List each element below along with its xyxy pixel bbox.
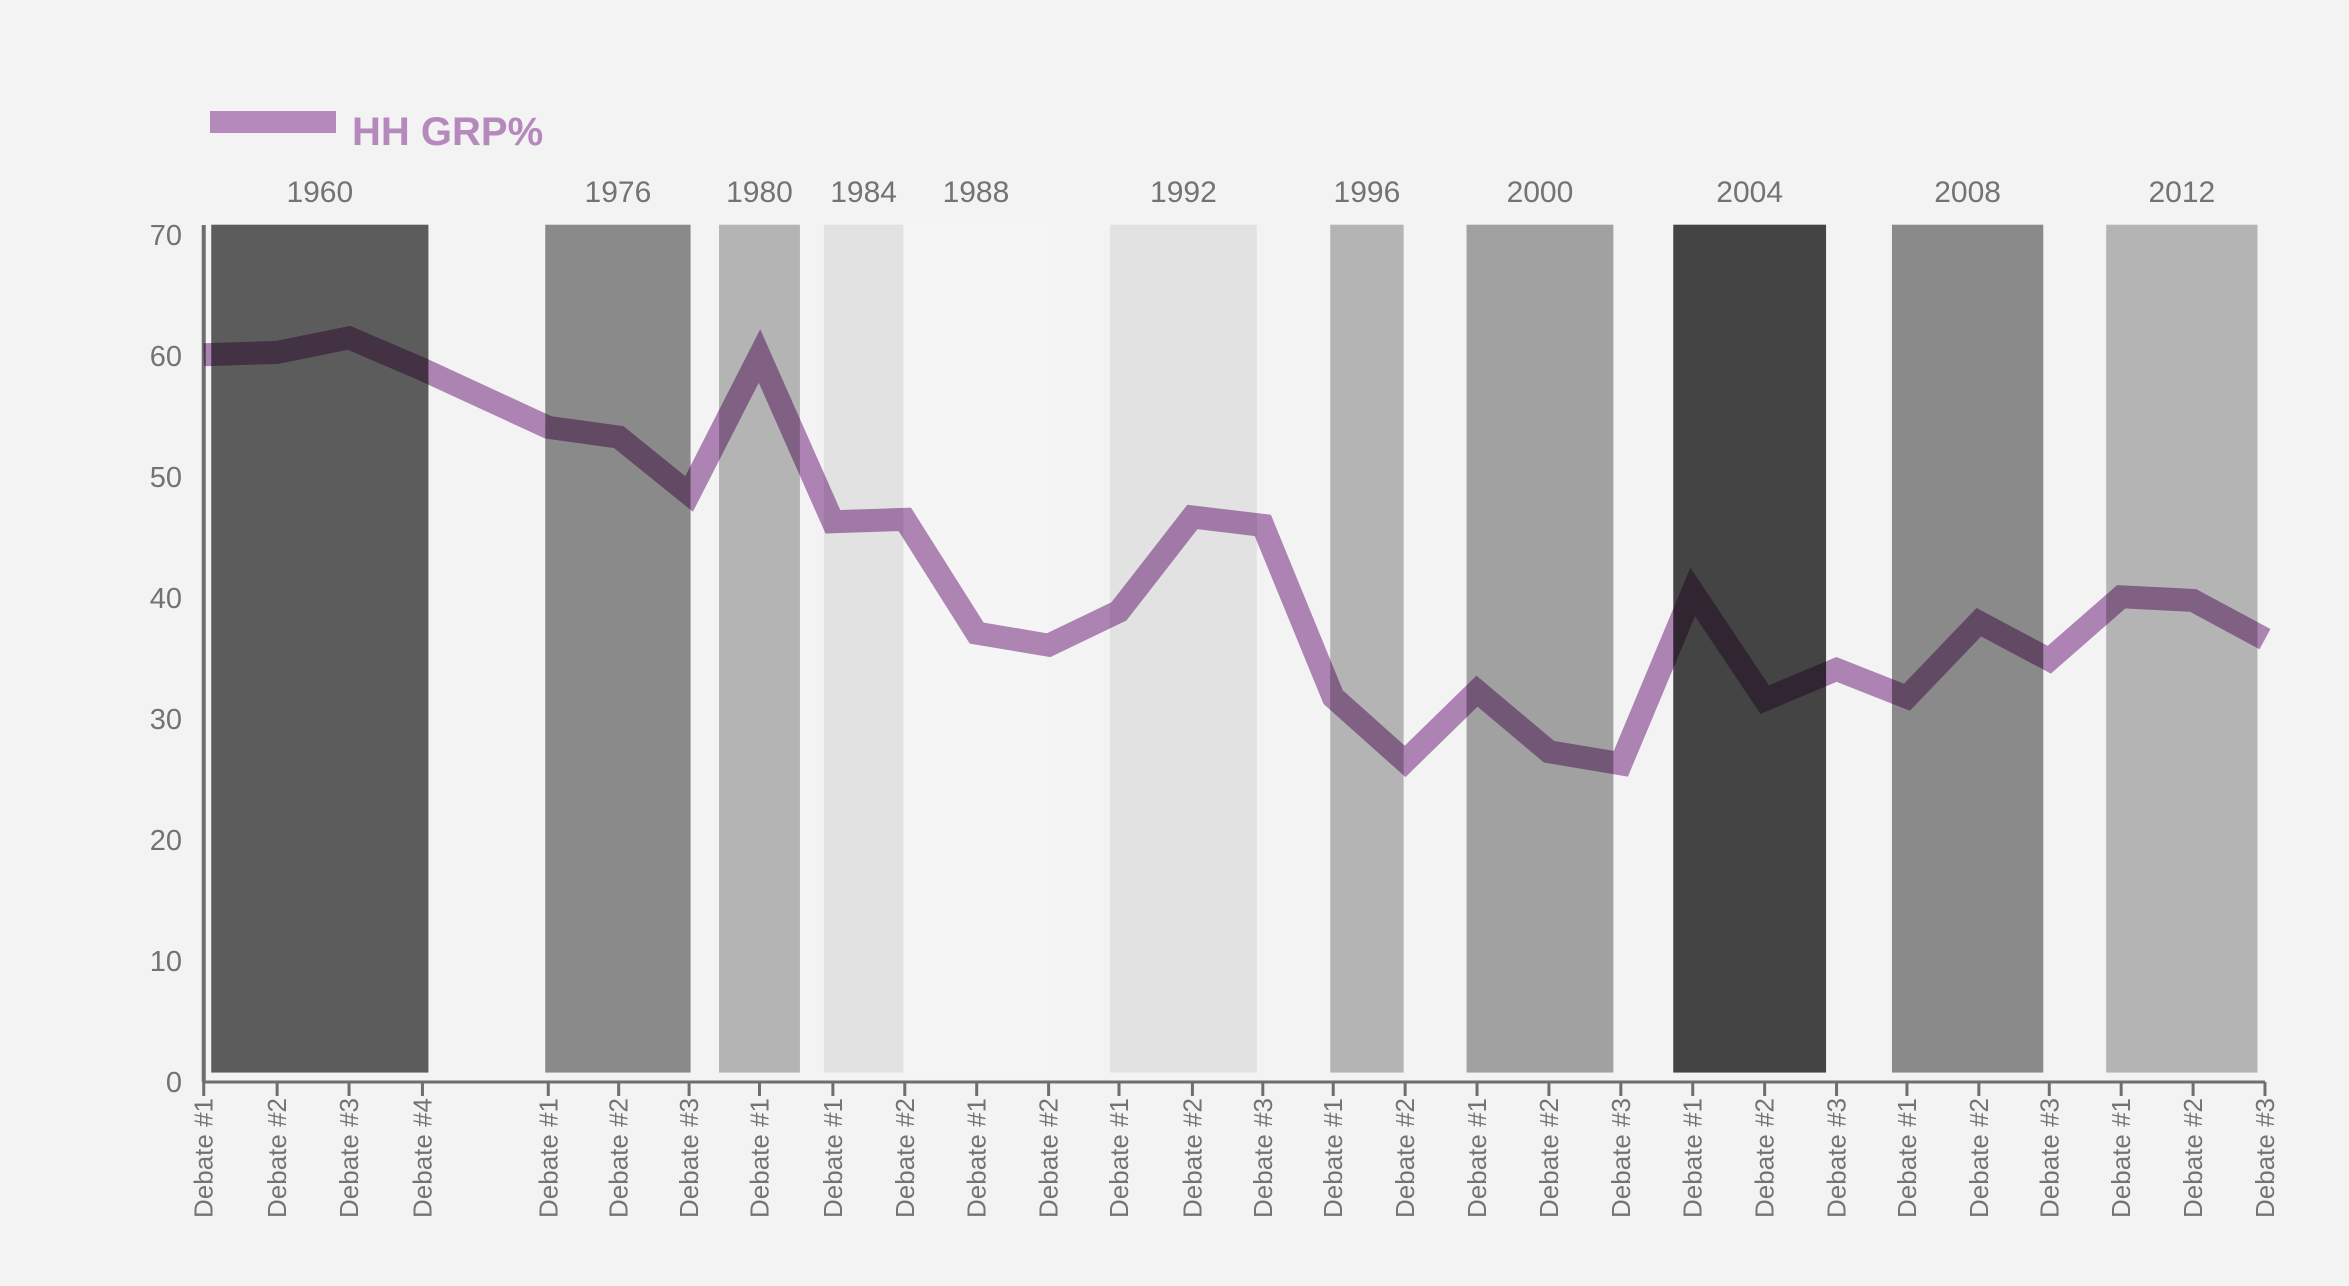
year-label: 2000 bbox=[1507, 176, 1574, 209]
x-tick-label: Debate #1 bbox=[1318, 1098, 1348, 1218]
y-tick-label: 20 bbox=[150, 825, 182, 857]
year-band-2000 bbox=[1466, 224, 1614, 1073]
y-tick-label: 70 bbox=[150, 220, 182, 252]
x-tick-label: Debate #1 bbox=[818, 1098, 848, 1218]
x-tick-label: Debate #1 bbox=[1104, 1098, 1134, 1218]
x-tick-label: Debate #1 bbox=[1892, 1098, 1922, 1218]
x-tick-label: Debate #3 bbox=[2034, 1098, 2064, 1218]
year-label: 2012 bbox=[2148, 176, 2215, 209]
y-tick-label: 0 bbox=[166, 1067, 182, 1099]
year-band-1976 bbox=[545, 224, 691, 1073]
axes: Debate #1 Debate #2 Debate #3 Debate #4 Deba… bbox=[150, 220, 2280, 1218]
x-tick-label: Debate #2 bbox=[1964, 1098, 1994, 1218]
year-label: 1980 bbox=[726, 176, 793, 209]
year-band-2012 bbox=[2106, 224, 2258, 1073]
x-tick-label: Debate #2 bbox=[1534, 1098, 1564, 1218]
x-tick-label: Debate #1 bbox=[744, 1098, 774, 1218]
x-tick-label: Debate #3 bbox=[1822, 1098, 1852, 1218]
x-tick-label: Debate #1 bbox=[1678, 1098, 1708, 1218]
year-labels: 1960 1976 1980 1984 1988 1992 1996 2000 2004 2008… bbox=[286, 176, 2215, 209]
x-tick-label: Debate #2 bbox=[1390, 1098, 1420, 1218]
legend-swatch bbox=[210, 111, 336, 133]
legend: HH GRP% bbox=[210, 110, 543, 154]
year-label: 1976 bbox=[585, 176, 652, 209]
x-tick-label: Debate #2 bbox=[1750, 1098, 1780, 1218]
year-label: 1996 bbox=[1334, 176, 1401, 209]
x-tick-label: Debate #2 bbox=[890, 1098, 920, 1218]
year-label: 1984 bbox=[830, 176, 897, 209]
x-tick-label: Debate #3 bbox=[674, 1098, 704, 1218]
year-label: 1960 bbox=[286, 176, 353, 209]
x-tick-label: Debate #4 bbox=[407, 1098, 437, 1218]
legend-label: HH GRP% bbox=[352, 110, 543, 154]
x-tick-label: Debate #2 bbox=[1177, 1098, 1207, 1218]
x-tick-label: Debate #3 bbox=[1248, 1098, 1278, 1218]
x-tick-label: Debate #2 bbox=[262, 1098, 292, 1218]
x-tick-label: Debate #2 bbox=[604, 1098, 634, 1218]
x-tick-label: Debate #1 bbox=[2106, 1098, 2136, 1218]
x-tick-label: Debate #1 bbox=[1462, 1098, 1492, 1218]
year-band-1996 bbox=[1330, 224, 1404, 1073]
x-tick-label: Debate #2 bbox=[1034, 1098, 1064, 1218]
year-band-1992 bbox=[1110, 224, 1257, 1073]
hh-grp-series bbox=[203, 325, 2271, 778]
x-tick-label: Debate #3 bbox=[2250, 1098, 2280, 1218]
year-label: 1988 bbox=[943, 176, 1010, 209]
x-tick-label: Debate #1 bbox=[189, 1098, 219, 1218]
y-tick-label: 10 bbox=[150, 946, 182, 978]
year-label: 2004 bbox=[1716, 176, 1783, 209]
y-tick-label: 60 bbox=[150, 341, 182, 373]
x-tick-label: Debate #2 bbox=[2178, 1098, 2208, 1218]
x-tick-label: Debate #3 bbox=[1606, 1098, 1636, 1218]
year-label: 2008 bbox=[1934, 176, 2001, 209]
hh-grp-line bbox=[203, 325, 2271, 778]
year-band-2004 bbox=[1673, 224, 1827, 1073]
y-tick-label: 50 bbox=[150, 462, 182, 494]
y-tick-label: 40 bbox=[150, 583, 182, 615]
y-tick-label: 30 bbox=[150, 704, 182, 736]
year-label: 1992 bbox=[1150, 176, 1217, 209]
x-tick-label: Debate #3 bbox=[334, 1098, 364, 1218]
x-tick-label: Debate #1 bbox=[533, 1098, 563, 1218]
year-band-1984 bbox=[823, 224, 904, 1073]
x-tick-label: Debate #1 bbox=[962, 1098, 992, 1218]
